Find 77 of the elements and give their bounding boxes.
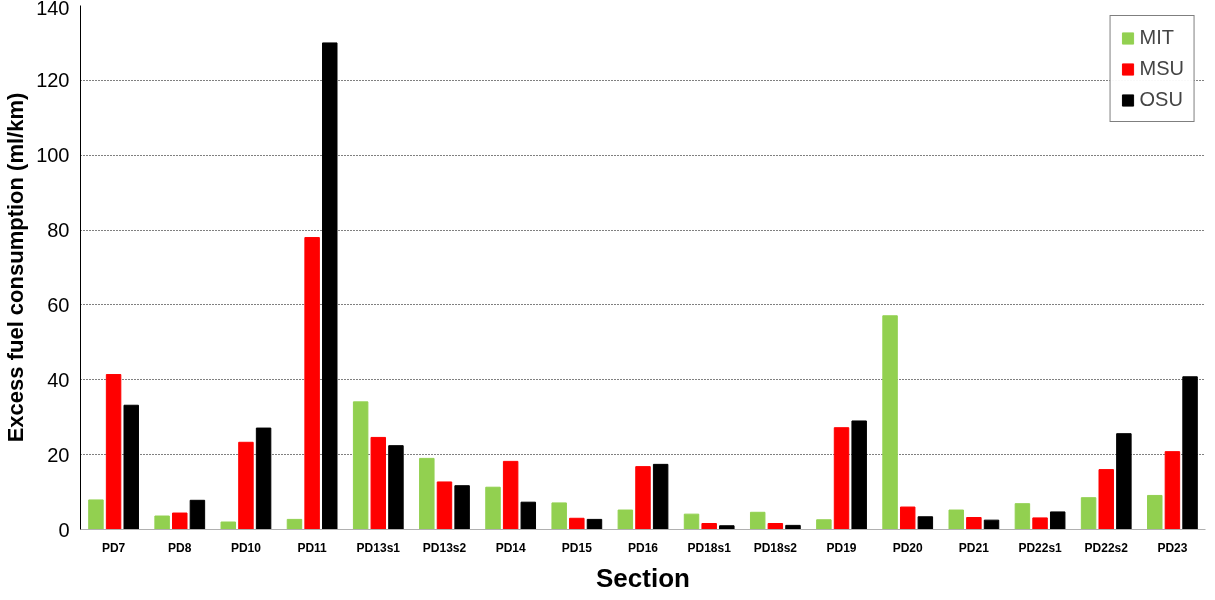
bar — [719, 525, 735, 530]
y-tick-label: 120 — [36, 69, 70, 92]
bar — [917, 516, 934, 530]
bar — [238, 441, 254, 530]
y-tick-label: 140 — [36, 0, 70, 19]
bar — [1182, 376, 1198, 530]
bar — [617, 509, 634, 530]
bar — [1014, 503, 1031, 530]
bar — [1147, 494, 1163, 530]
bar — [286, 518, 303, 530]
x-tick-label: PD8 — [168, 540, 192, 555]
x-tick-label: PD13s2 — [422, 540, 467, 555]
bar — [882, 315, 898, 530]
y-tick-label: 0 — [58, 518, 70, 541]
x-tick-label: PD11 — [297, 540, 328, 555]
y-tick-label: 20 — [47, 443, 70, 466]
bar — [105, 374, 122, 530]
bar — [1049, 511, 1066, 530]
bar — [785, 524, 801, 530]
bar — [436, 481, 453, 530]
bar — [1080, 497, 1097, 530]
y-axis-title: Excess fuel consumption (ml/km) — [3, 92, 29, 443]
bar — [833, 427, 850, 530]
bar — [899, 506, 916, 530]
bar — [966, 517, 982, 530]
x-tick-label: PD18s2 — [753, 540, 798, 555]
x-tick-label: PD20 — [892, 540, 924, 555]
bar — [419, 457, 435, 530]
bar — [1164, 451, 1181, 530]
legend-label: MSU — [1139, 57, 1184, 80]
bar — [370, 436, 387, 530]
legend-label: MIT — [1139, 26, 1174, 49]
bar — [88, 499, 104, 530]
x-axis-title: Section — [596, 562, 690, 593]
x-tick-label: PD21 — [958, 540, 990, 555]
bar — [485, 486, 501, 530]
x-tick-label: PD13s1 — [356, 540, 401, 555]
bar — [220, 521, 237, 530]
bar — [569, 517, 585, 530]
x-tick-label: PD14 — [495, 540, 526, 555]
bar — [749, 511, 766, 530]
bar — [767, 523, 784, 530]
bar — [683, 513, 700, 530]
bar — [1098, 469, 1114, 530]
bar — [123, 404, 139, 530]
y-tick-label: 80 — [47, 219, 70, 242]
bar — [502, 460, 519, 530]
x-tick-label: PD22s2 — [1084, 540, 1129, 555]
bar — [154, 515, 170, 530]
bar — [948, 509, 964, 530]
x-tick-label: PD7 — [101, 540, 126, 555]
x-tick-label: PD19 — [826, 540, 857, 555]
x-tick-label: PD22s1 — [1018, 540, 1063, 555]
bar — [983, 519, 1000, 530]
x-tick-label: PD16 — [627, 540, 659, 555]
bar — [551, 502, 567, 530]
x-tick-label: PD15 — [561, 540, 593, 555]
legend-label: OSU — [1139, 88, 1183, 111]
x-tick-label: PD18s1 — [687, 540, 732, 555]
x-tick-label: PD10 — [230, 540, 262, 555]
bar — [586, 518, 603, 530]
bar — [816, 519, 832, 530]
y-tick-label: 40 — [47, 368, 70, 391]
bar — [701, 523, 717, 530]
bar — [352, 401, 369, 530]
bar — [304, 237, 320, 530]
bar — [189, 499, 206, 530]
y-tick-label: 60 — [47, 293, 70, 316]
bar — [172, 512, 188, 530]
bar — [1116, 433, 1132, 530]
bar — [1032, 517, 1048, 530]
bar — [454, 485, 470, 530]
bar — [652, 463, 669, 530]
x-tick-label: PD23 — [1157, 540, 1188, 555]
bar — [520, 501, 537, 530]
y-tick-label: 100 — [36, 144, 70, 167]
bar — [635, 466, 651, 530]
